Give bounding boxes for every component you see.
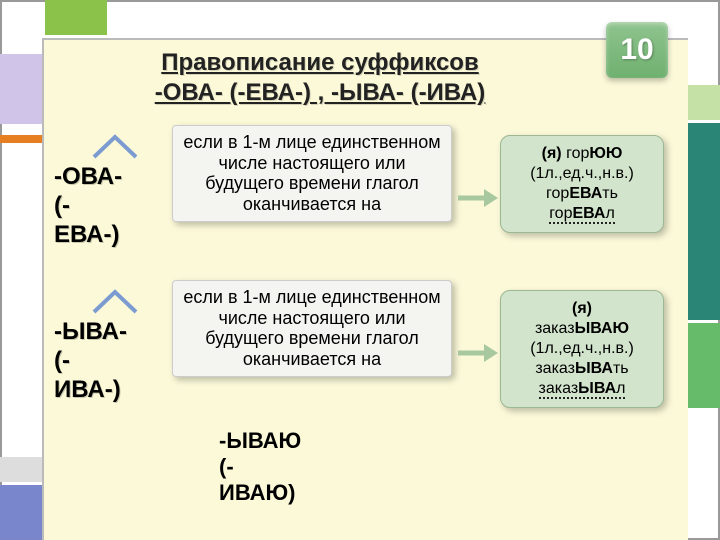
slide-title: Правописание суффиксов -ОВА- (-ЕВА-) , -… — [80, 48, 560, 108]
suffix-line: -ЫВА- — [54, 318, 127, 347]
example-line: горЕВАл — [505, 204, 659, 224]
chevron-icon — [90, 131, 140, 161]
example-box: (я) горЮЮ (1л.,ед.ч.,н.в.) горЕВАть горЕ… — [500, 135, 664, 233]
rule-box: если в 1-м лице единственном числе насто… — [172, 280, 452, 377]
deco-block — [0, 135, 42, 143]
suffix-line: -ОВА- — [54, 163, 122, 192]
deco-block — [688, 120, 720, 320]
example-line: заказЫВАл — [505, 379, 659, 399]
title-line-2: -ОВА- (-ЕВА-) , -ЫВА- (-ИВА) — [80, 78, 560, 108]
deco-block — [45, 0, 107, 35]
arrow-icon — [456, 187, 498, 214]
suffix-label-ova: -ОВА- (-ЕВА-) — [54, 163, 122, 249]
deco-block — [688, 323, 720, 408]
example-line: (1л.,ед.ч.,н.в.) — [505, 339, 659, 359]
rule-ending: -ЫВАЮ (-ИВАЮ) — [219, 428, 301, 506]
deco-block — [688, 85, 720, 120]
example-line: горЕВАть — [505, 184, 659, 204]
deco-block — [0, 485, 42, 540]
arrow-icon — [456, 342, 498, 369]
example-box: (я) заказЫВАЮ (1л.,ед.ч.,н.в.) заказЫВАт… — [500, 290, 664, 408]
example-line: заказЫВАЮ — [505, 319, 659, 339]
slide-number-badge: 10 — [606, 22, 668, 78]
deco-block — [0, 54, 42, 124]
title-line-1: Правописание суффиксов — [80, 48, 560, 78]
deco-block — [0, 457, 42, 482]
suffix-line: (-ЕВА-) — [54, 192, 122, 250]
chevron-icon — [90, 286, 140, 316]
example-line: (я) горЮЮ — [505, 144, 659, 164]
example-line: заказЫВАть — [505, 359, 659, 379]
example-line: (1л.,ед.ч.,н.в.) — [505, 164, 659, 184]
suffix-line: (-ИВА-) — [54, 347, 127, 405]
suffix-label-yva: -ЫВА- (-ИВА-) — [54, 318, 127, 404]
example-line: (я) — [505, 299, 659, 319]
rule-box: если в 1-м лице единственном числе насто… — [172, 125, 452, 222]
